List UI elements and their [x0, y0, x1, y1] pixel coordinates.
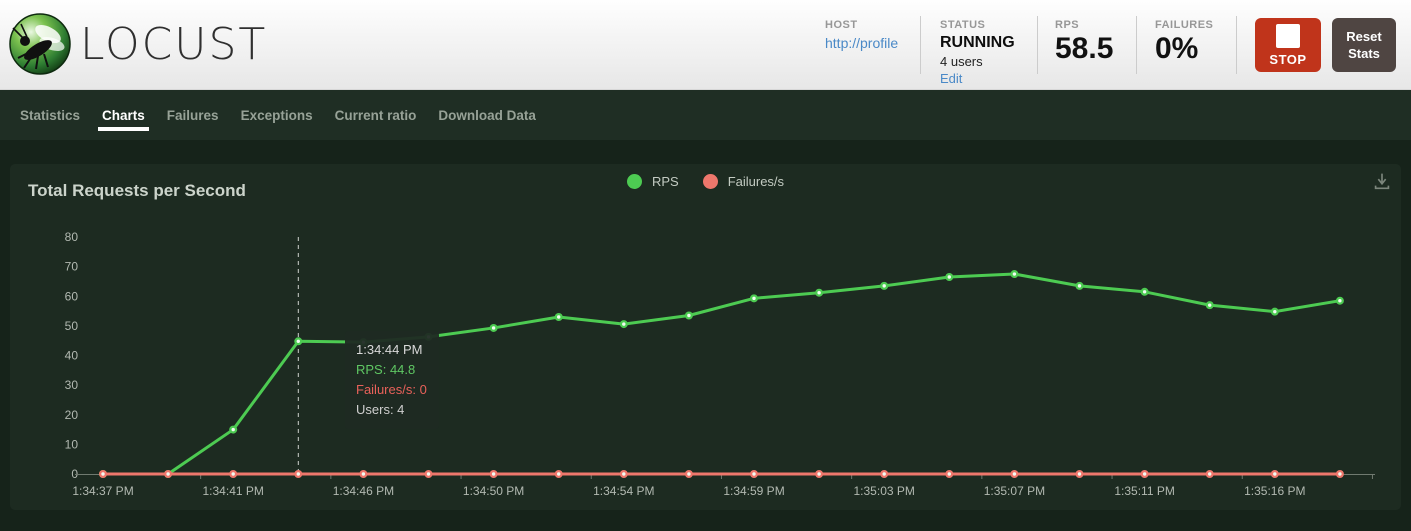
x-tick-label: 1:34:50 PM [463, 484, 524, 498]
series-line-rps [101, 272, 1342, 476]
data-point-center [491, 472, 496, 476]
y-tick-label: 20 [65, 408, 79, 422]
divider [1037, 16, 1038, 74]
data-point-center [231, 472, 235, 476]
data-point-center [1273, 472, 1277, 476]
reset-stats-button[interactable]: Reset Stats [1332, 18, 1396, 72]
data-point-center [296, 339, 300, 343]
data-point-center [296, 472, 300, 476]
data-point-center [557, 315, 561, 319]
data-point-center [947, 275, 951, 279]
data-point-center [101, 472, 105, 476]
data-point-center [622, 322, 626, 326]
rps-stat: RPS 58.5 [1055, 19, 1113, 65]
data-point-center [426, 335, 431, 339]
data-point-center [882, 472, 886, 476]
tab-exceptions[interactable]: Exceptions [240, 107, 313, 123]
x-tick-label: 1:35:11 PM [1114, 484, 1174, 498]
y-tick-label: 40 [65, 349, 79, 363]
status-stat: STATUS RUNNING 4 users Edit [940, 19, 1015, 88]
stop-button[interactable]: STOP [1255, 18, 1321, 72]
x-tick-label: 1:34:54 PM [593, 484, 654, 498]
y-tick-label: 80 [65, 230, 79, 244]
data-point-center [687, 313, 691, 318]
host-link[interactable]: http://profile [825, 35, 899, 51]
failures-label: FAILURES [1155, 19, 1214, 31]
host-stat: HOST http://profile [825, 19, 898, 53]
data-point-center [1077, 472, 1082, 476]
data-point-center [361, 472, 366, 476]
stop-button-label: STOP [1269, 51, 1307, 67]
status-label: STATUS [940, 19, 986, 31]
data-point-center [426, 472, 431, 476]
data-point-center [752, 472, 756, 476]
data-point-center [1142, 472, 1147, 476]
data-point-center [231, 427, 235, 432]
rps-chart[interactable]: 0 10 20 30 40 50 60 70 80 1:34:37 PM 1:34:41 PM 1:3… [10, 164, 1401, 510]
edit-link[interactable]: Edit [940, 71, 963, 86]
app-header: LOCUST HOST http://profile STATUS RUNNIN… [0, 0, 1411, 90]
stop-square-icon [1276, 23, 1300, 48]
tab-download-data[interactable]: Download Data [438, 107, 536, 123]
data-point-center [1273, 309, 1277, 314]
x-tick-label: 1:35:03 PM [854, 484, 915, 498]
data-point-center [1012, 272, 1017, 276]
host-label: HOST [825, 19, 858, 31]
y-tick-label: 70 [65, 260, 79, 274]
x-tick-label: 1:35:07 PM [984, 484, 1045, 498]
data-point-center [1208, 303, 1212, 307]
data-point-center [752, 296, 756, 301]
data-point-center [1208, 472, 1212, 476]
data-point-center [1142, 290, 1147, 294]
data-point-center [1338, 298, 1342, 303]
tab-current-ratio[interactable]: Current ratio [334, 107, 417, 123]
app-title: LOCUST [80, 18, 268, 70]
data-point-center [817, 290, 821, 295]
status-users: 4 users [940, 54, 983, 69]
tab-statistics[interactable]: Statistics [20, 107, 81, 123]
y-tick-label: 10 [65, 437, 79, 451]
data-point-center [1338, 472, 1342, 476]
data-point-center [361, 340, 366, 344]
data-point-center [687, 472, 691, 476]
divider [920, 16, 921, 74]
y-tick-label: 30 [65, 378, 79, 392]
data-point-center [622, 472, 626, 476]
rps-value: 58.5 [1055, 32, 1114, 65]
x-tick-label: 1:34:46 PM [333, 484, 394, 498]
nav-bar: Statistics Charts Failures Exceptions Cu… [0, 90, 1411, 140]
x-tick-label: 1:34:59 PM [723, 484, 784, 498]
divider [1236, 16, 1237, 74]
chart-title: Total Requests per Second [28, 181, 246, 200]
status-value: RUNNING [940, 34, 1015, 51]
y-tick-label: 0 [71, 467, 78, 481]
divider [1136, 16, 1137, 74]
data-point-center [947, 472, 951, 476]
y-tick-label: 60 [65, 289, 79, 303]
tab-charts[interactable]: Charts [98, 90, 149, 140]
x-tick-label: 1:34:37 PM [72, 484, 133, 498]
failures-value: 0% [1155, 32, 1199, 65]
rps-label: RPS [1055, 19, 1080, 31]
x-tick-label: 1:34:41 PM [203, 484, 264, 498]
brand: LOCUST [8, 12, 267, 76]
y-tick-label: 50 [65, 319, 79, 333]
data-point-center [882, 284, 886, 288]
download-chart-icon[interactable] [1371, 170, 1393, 192]
data-point-center [491, 326, 496, 330]
data-point-center [1012, 472, 1017, 476]
data-point-center [1077, 284, 1082, 288]
rps-chart-panel: Total Requests per Second RPS Failures/s… [10, 164, 1401, 510]
tab-failures[interactable]: Failures [166, 107, 219, 123]
failures-stat: FAILURES 0% [1155, 19, 1213, 65]
main-content: Total Requests per Second RPS Failures/s… [0, 140, 1411, 531]
locust-logo-icon [9, 13, 71, 75]
data-point-center [166, 472, 170, 476]
data-point-center [817, 472, 821, 476]
data-point-center [557, 472, 561, 476]
x-tick-label: 1:35:16 PM [1244, 484, 1305, 498]
